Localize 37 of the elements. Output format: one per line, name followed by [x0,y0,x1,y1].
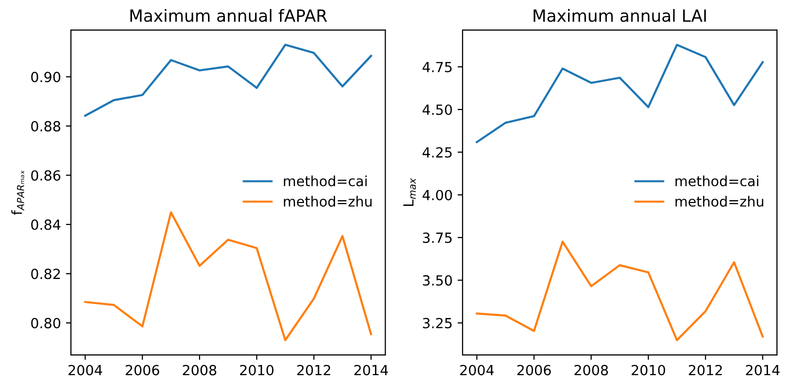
x-tick-label: 2012 [688,364,722,376]
y-tick-label: 4.75 [422,62,452,72]
x-tick-label: 2006 [517,364,551,376]
x-tick-label: 2014 [746,364,780,376]
y-tick-label: 4.00 [422,190,452,200]
x-tick-label: 2004 [460,364,494,376]
x-tick-label: 2010 [632,364,666,376]
chart-title: Maximum annual LAI [534,9,706,22]
x-tick-label: 2014 [354,364,388,376]
legend-label: method=cai [676,176,758,186]
x-tick-label: 2004 [68,364,102,376]
y-tick-label: 0.90 [31,72,60,82]
line-series [476,240,764,342]
line-series [84,211,372,342]
y-axis-title: L$_{max}$ [403,178,416,206]
y-tick-label: 0.88 [31,120,60,132]
legend-label: method=zhu [676,196,764,207]
y-tick-label: 3.25 [422,318,452,328]
y-tick-label: 4.50 [422,104,452,115]
chart-title: Maximum annual fAPAR [130,9,327,22]
y-tick-label: 3.75 [422,232,452,244]
x-tick-label: 2008 [574,364,608,376]
line-series [84,44,372,117]
x-tick-label: 2010 [240,364,274,376]
y-axis-title: f$_{APARₘₐₓ}$ [11,170,24,215]
y-tick-label: 4.25 [422,147,452,158]
x-tick-label: 2006 [126,364,160,376]
line-series [476,44,764,144]
y-tick-label: 0.80 [31,318,60,328]
x-tick-label: 2008 [182,364,216,376]
legend-label: method=zhu [284,196,372,207]
x-tick-label: 2012 [297,364,330,376]
y-tick-label: 3.50 [422,275,452,286]
legend-label: method=cai [284,176,367,186]
y-tick-label: 0.86 [31,170,60,181]
y-tick-label: 0.82 [31,268,60,280]
y-tick-label: 0.84 [31,219,60,230]
